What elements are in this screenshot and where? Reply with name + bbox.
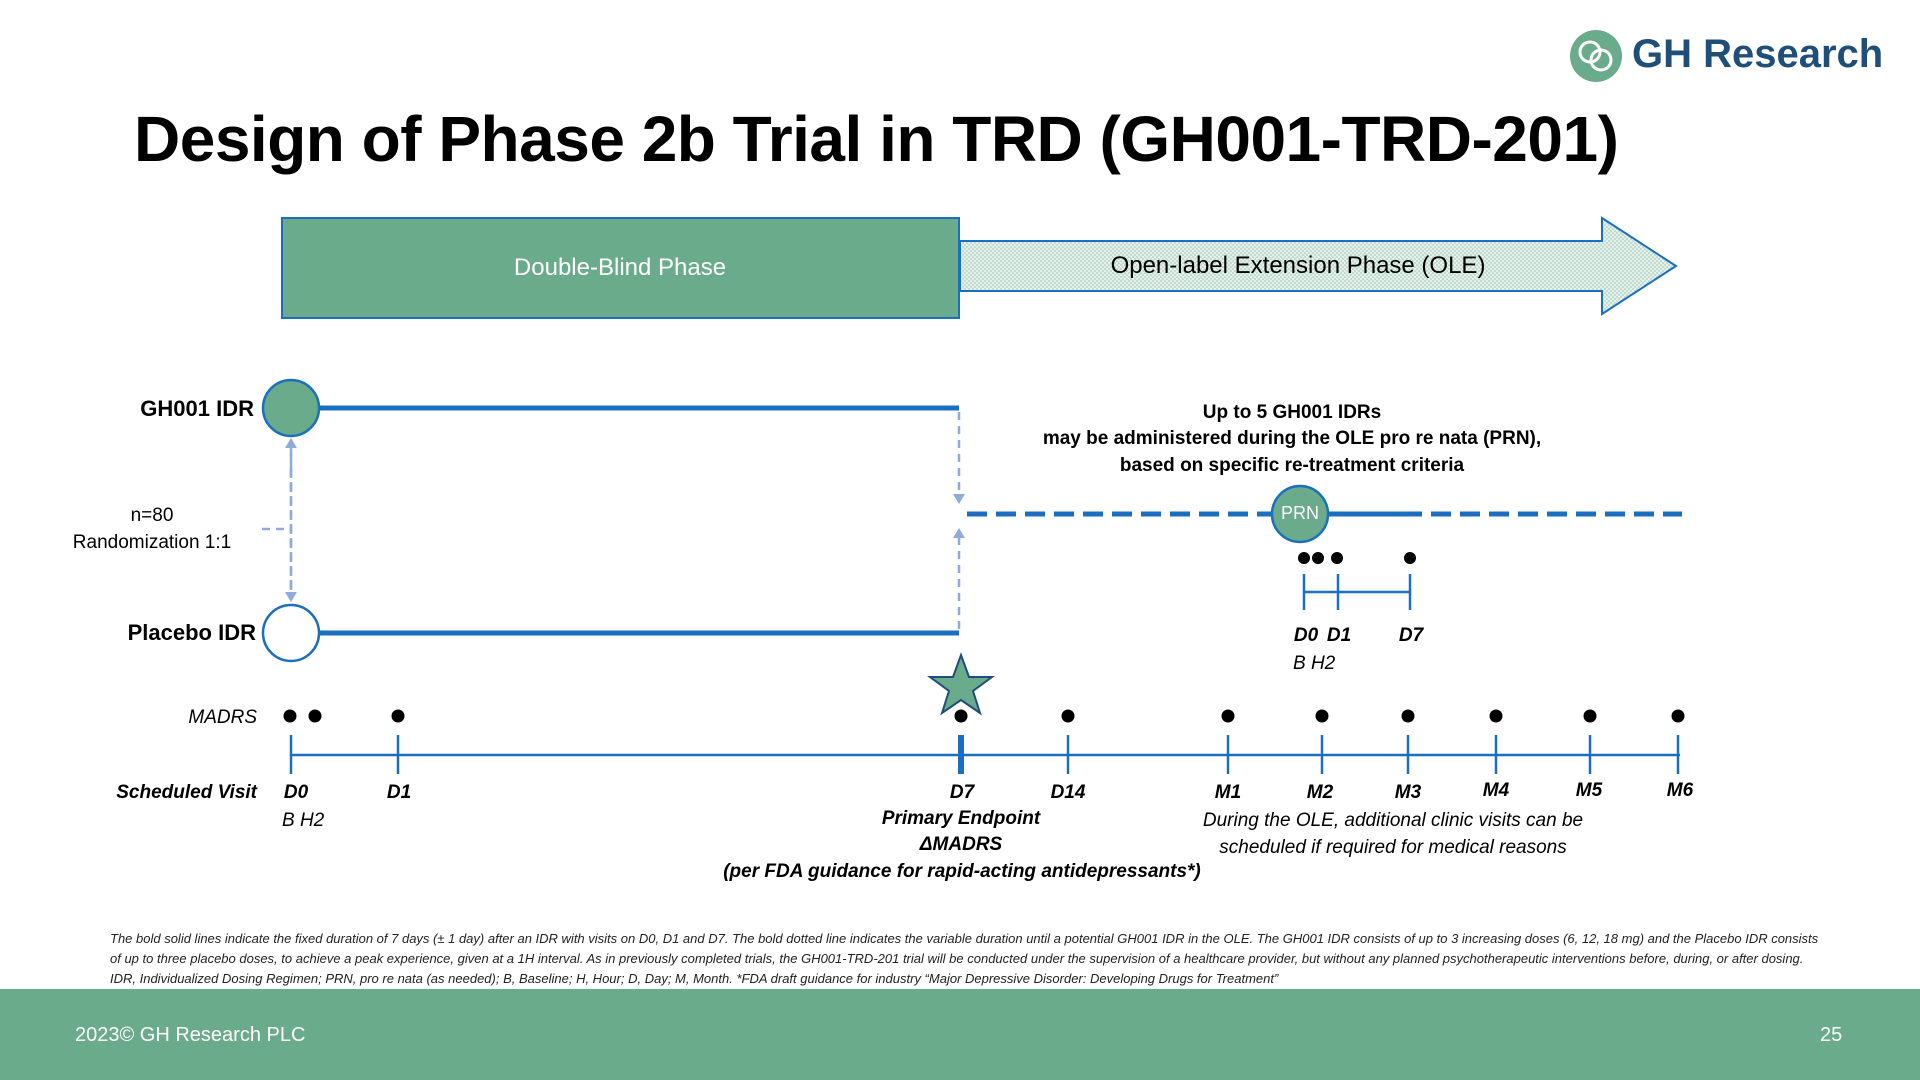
prn-visit-d0: D0 [1293,625,1319,646]
madrs-dot [283,709,297,723]
visit-label-m5: M5 [1575,780,1603,801]
visit-label-d7: D7 [949,782,975,803]
page-number: 25 [1820,1024,1843,1046]
visit-label-m4: M4 [1482,780,1510,801]
madrs-dot [1221,709,1235,723]
prn-circle [1270,484,1330,544]
ole-visits-note-line2: scheduled if required for medical reason… [1219,837,1567,858]
page-title: Design of Phase 2b Trial in TRD (GH001-T… [134,103,1619,175]
visit-label-d14: D14 [1050,782,1086,803]
footer-bar [0,989,1920,1080]
scheduled-visit-row-label: Scheduled Visit [116,782,257,803]
visit-label-m3: M3 [1394,782,1422,803]
double-blind-phase-label: Double-Blind Phase [513,254,727,281]
madrs-assessment-dots [283,709,1685,723]
placebo-arm-circle [261,603,321,663]
sample-size-label: n=80 [130,505,174,526]
visit-label-m6: M6 [1666,780,1694,801]
ole-visits-note-line1: During the OLE, additional clinic visits… [1202,810,1584,831]
ole-note-line3: based on specific re-treatment criteria [1119,455,1465,476]
randomization-label: Randomization 1:1 [72,532,232,553]
madrs-dot [1315,709,1329,723]
madrs-dot [1489,709,1503,723]
madrs-dot [1061,709,1075,723]
prn-visit-sub: B H2 [1293,653,1336,674]
prn-madrs-dot [1298,552,1310,564]
brand-logo: GH Research [1568,28,1898,88]
madrs-row-label: MADRS [188,707,257,728]
madrs-dot [1401,709,1415,723]
visit-label-d0: D0 [283,782,309,803]
footer-copyright: 2023© GH Research PLC [75,1024,306,1046]
gh-research-logo-icon [1570,30,1622,82]
scheduled-visit-timeline [289,735,1680,774]
prn-madrs-dot [1331,552,1343,564]
ole-phase-arrow [959,216,1678,316]
primary-endpoint-star-icon [926,652,996,716]
madrs-dot [308,709,322,723]
madrs-dot [1671,709,1685,723]
footnote: The bold solid lines indicate the fixed … [110,931,1819,986]
madrs-dot [1583,709,1597,723]
ole-note-line1: Up to 5 GH001 IDRs [1202,402,1382,423]
prn-madrs-dot [1312,552,1324,564]
visit-label-m1: M1 [1214,782,1242,803]
madrs-dot [954,709,968,723]
primary-endpoint-guidance: (per FDA guidance for rapid-acting antid… [723,861,1201,882]
placebo-arm-label: Placebo IDR [127,620,256,645]
ole-note-line2: may be administered during the OLE pro r… [1042,428,1542,449]
prn-sub-timeline [1298,552,1416,610]
gh001-arm-circle [261,378,321,438]
gh001-arm-label: GH001 IDR [140,396,254,421]
visit-d0-sub: B H2 [282,810,325,831]
prn-label: PRN [1280,503,1320,523]
prn-madrs-dot [1404,552,1416,564]
primary-endpoint-measure: ΔMADRS [919,834,1003,855]
madrs-dot [391,709,405,723]
visit-label-d1: D1 [386,782,412,803]
prn-visit-d1: D1 [1326,625,1352,646]
primary-endpoint-label: Primary Endpoint [881,808,1041,829]
visit-label-m2: M2 [1306,782,1334,803]
brand-name: GH Research [1632,32,1884,76]
ole-phase-label: Open-label Extension Phase (OLE) [1110,252,1486,279]
prn-visit-d7: D7 [1398,625,1424,646]
